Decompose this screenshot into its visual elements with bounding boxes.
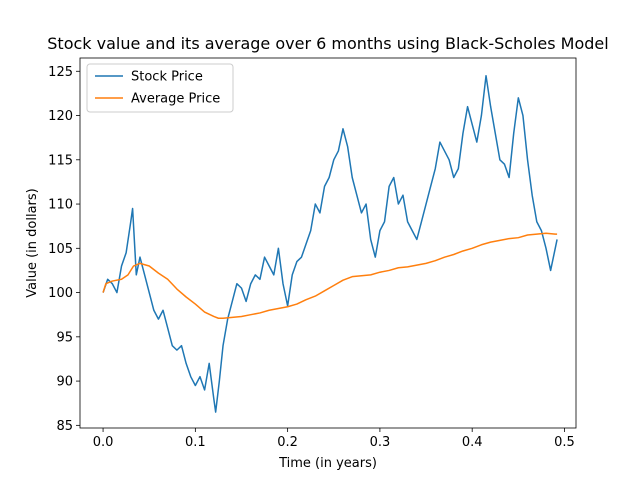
- y-tick-label: 105: [48, 242, 73, 257]
- legend: Stock Price Average Price: [86, 63, 234, 113]
- legend-label-average-price: Average Price: [131, 92, 220, 107]
- x-axis-label: Time (in years): [278, 456, 377, 471]
- legend-label-stock-price: Stock Price: [131, 70, 203, 85]
- x-tick-label: 0.4: [462, 435, 483, 450]
- plot-frame: [79, 57, 577, 429]
- y-tick-label: 120: [48, 109, 73, 124]
- x-axis-ticks: 0.0 0.1 0.2 0.3 0.4 0.5: [93, 428, 575, 450]
- legend-box: [86, 63, 234, 113]
- y-tick-label: 95: [56, 330, 73, 345]
- y-tick-label: 100: [48, 286, 73, 301]
- x-tick-label: 0.2: [277, 435, 298, 450]
- plot-area: [79, 57, 577, 429]
- y-tick-label: 90: [56, 375, 73, 390]
- chart-title: Stock value and its average over 6 month…: [47, 34, 608, 53]
- x-tick-label: 0.0: [93, 435, 114, 450]
- x-tick-label: 0.1: [185, 435, 206, 450]
- y-tick-label: 110: [48, 198, 73, 213]
- y-tick-label: 125: [48, 65, 73, 80]
- y-tick-label: 85: [56, 419, 73, 434]
- series-line-average-price: [102, 232, 558, 319]
- y-axis-ticks: 85 90 95 100 105 110 115 120 125: [48, 65, 80, 434]
- series-line-stock-price: [102, 74, 558, 413]
- x-tick-label: 0.3: [370, 435, 391, 450]
- y-tick-label: 115: [48, 153, 73, 168]
- x-tick-label: 0.5: [554, 435, 575, 450]
- y-axis-label: Value (in dollars): [25, 188, 40, 297]
